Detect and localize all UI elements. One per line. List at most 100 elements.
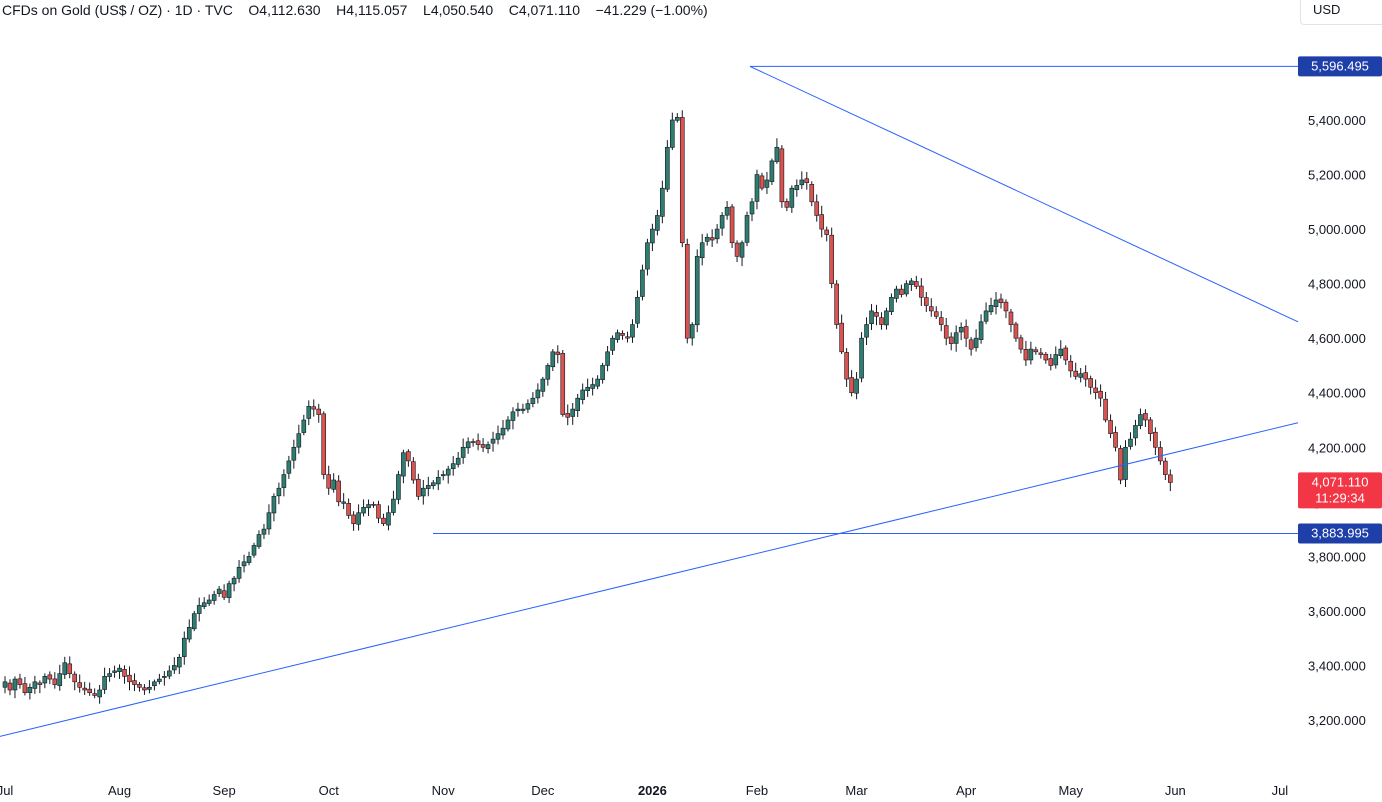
candle-down — [480, 444, 486, 448]
candle-up — [261, 528, 267, 535]
descending-trendline — [749, 65, 1299, 323]
candle-up — [57, 673, 63, 686]
candle-down — [625, 336, 630, 339]
candle-up — [978, 321, 984, 340]
candle-down — [938, 317, 944, 325]
candle-down — [1168, 474, 1173, 483]
candle-up — [650, 228, 655, 244]
candle-up — [510, 411, 516, 421]
candle-up — [291, 446, 297, 461]
candle-up — [356, 512, 361, 525]
candle-down — [47, 674, 53, 680]
candle-up — [674, 116, 680, 121]
candle-up — [884, 310, 889, 326]
candle-down — [734, 242, 740, 257]
candle-down — [381, 517, 386, 524]
candle-up — [600, 365, 605, 380]
candle-down — [844, 352, 849, 380]
candle-up — [799, 179, 805, 186]
candle-up — [595, 378, 600, 387]
candle-up — [1133, 425, 1138, 439]
candle-up — [570, 408, 576, 417]
candle-up — [331, 479, 336, 490]
candle-down — [1108, 420, 1113, 434]
high-label: H — [336, 2, 347, 18]
candle-down — [470, 441, 476, 443]
x-tick-label: Oct — [319, 783, 340, 798]
candle-up — [689, 324, 695, 339]
price-axis[interactable]: 3,200.0003,400.0003,600.0003,800.0004,00… — [1308, 113, 1366, 728]
candle-down — [620, 332, 625, 336]
candle-up — [27, 686, 33, 694]
candle-up — [42, 676, 48, 684]
high-value: 4,115.057 — [346, 2, 408, 18]
interval-label[interactable]: 1D — [174, 2, 193, 18]
candle-up — [62, 662, 68, 675]
candle-down — [1008, 311, 1014, 325]
candle-up — [366, 504, 371, 509]
candle-up — [894, 288, 899, 299]
candle-down — [914, 281, 919, 287]
candle-up — [445, 468, 451, 476]
candle-up — [167, 670, 172, 677]
y-tick-label: 4,400.000 — [1308, 386, 1366, 401]
candle-down — [221, 590, 227, 598]
candle-down — [475, 440, 481, 445]
candle-up — [635, 296, 640, 324]
candle-down — [1018, 337, 1024, 350]
time-axis[interactable]: Jul Aug Sep Oct Nov Dec 2026 Feb Mar Apr May Jun Jul — [0, 783, 1288, 798]
candle-down — [814, 201, 820, 216]
symbol-name[interactable]: CFDs on Gold (US$ / OZ) — [2, 2, 163, 18]
candle-down — [1093, 387, 1098, 394]
candle-down — [82, 687, 87, 691]
y-tick-label: 4,200.000 — [1308, 440, 1366, 455]
candle-down — [804, 178, 810, 184]
y-tick-label: 3,800.000 — [1308, 549, 1366, 564]
candle-down — [1023, 349, 1029, 361]
candle-up — [605, 351, 610, 366]
candle-up — [32, 681, 38, 689]
separator-dot: · — [166, 2, 171, 18]
candle-down — [849, 377, 854, 394]
candle-down — [684, 243, 690, 339]
candle-down — [1153, 431, 1158, 448]
y-tick-label: 3,200.000 — [1308, 713, 1366, 728]
candle-up — [645, 242, 650, 270]
top-level-label-text: 5,596.495 — [1311, 58, 1369, 73]
candle-down — [1013, 323, 1019, 339]
candle-up — [391, 498, 396, 513]
candle-up — [271, 496, 277, 514]
candle-down — [22, 683, 28, 694]
candle-down — [127, 674, 132, 683]
candle-up — [904, 283, 909, 295]
candle-up — [714, 228, 720, 240]
candle-up — [535, 389, 541, 399]
candle-up — [610, 337, 615, 351]
x-tick-label: Feb — [746, 783, 768, 798]
candle-down — [346, 503, 351, 516]
candle-up — [789, 187, 795, 208]
candle-down — [1113, 432, 1118, 448]
currency-selector[interactable]: USD — [1300, 0, 1382, 25]
candle-down — [933, 311, 939, 317]
candle-up — [640, 269, 645, 297]
bottom-level-label-text: 3,883.995 — [1311, 525, 1369, 540]
candle-down — [729, 206, 735, 244]
candle-down — [321, 413, 327, 475]
candle-up — [172, 665, 177, 671]
candle-up — [301, 419, 307, 433]
candle-up — [864, 324, 869, 338]
candle-down — [87, 688, 92, 694]
candle-down — [1033, 349, 1039, 353]
candle-up — [953, 332, 959, 344]
low-label: L — [423, 2, 431, 18]
candle-up — [520, 408, 526, 411]
candle-down — [137, 684, 142, 688]
x-tick-label: Jul — [1272, 783, 1289, 798]
candle-down — [943, 325, 949, 339]
candle-up — [236, 566, 242, 579]
x-tick-label: May — [1058, 783, 1083, 798]
candle-up — [495, 433, 501, 440]
